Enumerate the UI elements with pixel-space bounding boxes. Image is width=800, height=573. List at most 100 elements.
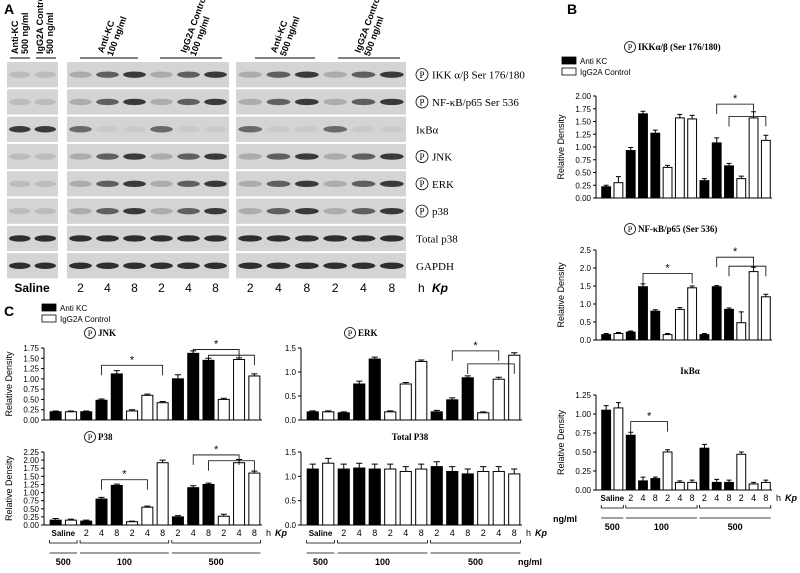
group-label: 100	[375, 557, 390, 567]
blot-band	[123, 153, 146, 160]
blot-band	[177, 180, 200, 188]
blot-band	[351, 207, 376, 215]
bar	[638, 113, 648, 199]
bar	[638, 286, 648, 341]
x-name: Kp	[275, 528, 287, 538]
chart-title: ERK	[358, 328, 378, 338]
error-bar	[144, 505, 151, 508]
blot-strip	[7, 62, 58, 88]
blot-band	[238, 235, 263, 242]
error-bar	[640, 110, 646, 114]
bar	[217, 398, 230, 421]
bar	[248, 472, 261, 526]
blot-band	[123, 235, 146, 242]
error-bar	[402, 382, 409, 384]
y-tick-label: 0.25	[23, 406, 39, 415]
error-bar	[677, 307, 683, 310]
blot-band	[204, 180, 227, 188]
bar	[368, 358, 381, 421]
phospho-badge: P	[419, 97, 424, 107]
x-tick-label: 4	[450, 528, 455, 538]
blot-band	[294, 207, 319, 215]
group-bracket	[625, 505, 698, 509]
error-bar	[387, 410, 394, 412]
y-tick-label: 0.0	[285, 416, 297, 425]
significance-star: *	[473, 340, 478, 352]
error-bar	[763, 134, 769, 141]
x-name: Kp	[785, 493, 797, 503]
blot-strip	[67, 116, 229, 142]
y-tick-label: 1.0	[580, 300, 592, 309]
bar	[613, 407, 624, 491]
error-bar	[652, 476, 658, 479]
bar	[625, 434, 636, 491]
group-bracket	[49, 540, 78, 544]
significance-bracket	[451, 350, 500, 361]
phospho-badge: P	[628, 225, 633, 234]
blot-band	[96, 207, 119, 215]
y-tick-label: 1.25	[575, 130, 591, 139]
significance-bracket	[101, 364, 164, 376]
panel-label: B	[567, 1, 577, 17]
blot-band	[177, 262, 200, 269]
error-bar	[689, 285, 695, 288]
significance-bracket	[716, 256, 754, 268]
x-tick-label: 4	[145, 528, 150, 538]
blot-band	[69, 71, 92, 78]
error-bar	[615, 176, 621, 183]
bar	[384, 468, 397, 526]
blot-band	[266, 262, 291, 269]
significance-bracket	[208, 354, 255, 366]
x-tick-label: 8	[512, 528, 517, 538]
x-tick-label: Saline	[600, 494, 624, 503]
y-tick-label: 2.0	[580, 264, 592, 273]
bar	[126, 521, 139, 526]
bar	[171, 516, 184, 526]
blot-band	[323, 126, 348, 133]
group-unit: ng/ml	[553, 514, 577, 524]
error-bar	[763, 479, 769, 483]
y-tick-label: 1.5	[285, 448, 297, 457]
bar	[415, 360, 428, 421]
bar	[699, 180, 710, 199]
x-tick-label: 2	[84, 528, 89, 538]
error-bar	[738, 311, 744, 323]
blot-band	[69, 98, 92, 106]
blot-strip	[236, 116, 406, 142]
blot-band	[9, 262, 31, 269]
blot-band	[351, 98, 376, 106]
chart-title: JNK	[98, 328, 116, 338]
blot-band	[266, 207, 291, 215]
y-tick-label: 1.0	[285, 368, 297, 377]
x-tick-label: 4	[751, 493, 756, 503]
y-tick-label: 1.75	[575, 105, 591, 114]
bar	[760, 481, 771, 491]
x-tick-label: 8	[372, 528, 377, 538]
blot-band	[177, 235, 200, 242]
error-bar	[309, 463, 316, 470]
y-tick-label: 0.75	[23, 385, 39, 394]
bar	[748, 117, 759, 199]
bar	[110, 484, 123, 526]
error-bar	[52, 410, 59, 412]
bar	[662, 451, 673, 491]
error-bar	[689, 479, 695, 483]
error-bar	[480, 466, 487, 472]
error-bar	[701, 333, 707, 335]
blot-band	[150, 126, 173, 133]
blot-band	[177, 71, 200, 78]
bar	[322, 462, 335, 526]
x-tick-label: 4	[640, 493, 645, 503]
error-bar	[174, 515, 181, 517]
blot-band	[96, 98, 119, 106]
bar	[353, 383, 366, 421]
significance-bracket	[192, 454, 240, 465]
y-tick-label: 1.25	[23, 365, 39, 374]
y-tick-label: 1.5	[580, 282, 592, 291]
y-tick-label: 0.25	[575, 467, 591, 476]
group-label: 500	[468, 557, 483, 567]
bar	[248, 375, 261, 421]
significance-bracket	[728, 265, 767, 277]
